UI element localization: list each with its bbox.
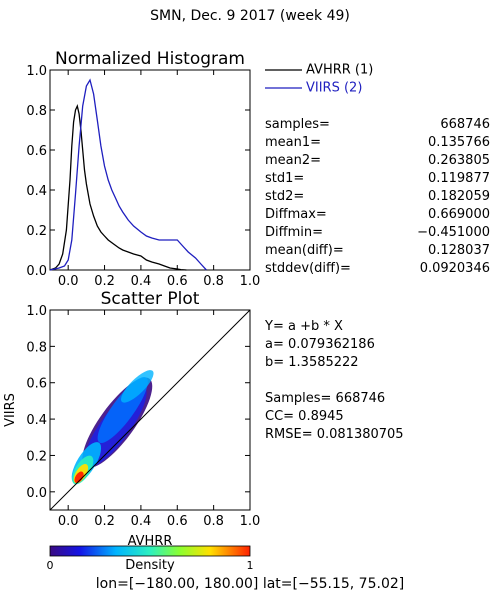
stats-block: samples= 668746 mean1= 0.135766 mean2= 0.2638…	[265, 117, 490, 276]
scatter-y-tick-label: 0.2	[26, 449, 47, 464]
stat-value: 0.119877	[428, 171, 490, 186]
stat-value: 0.263805	[428, 153, 490, 168]
regression-samples: Samples= 668746	[265, 391, 385, 406]
histogram-series-0	[49, 103, 187, 271]
histogram-y-tick-label: 0.4	[26, 184, 47, 199]
histogram-series-1	[49, 78, 207, 271]
stat-label: mean2=	[265, 153, 321, 168]
scatter-y-label: VIIRS	[3, 393, 18, 427]
regression-rmse: RMSE= 0.081380705	[265, 427, 404, 442]
regression-cc: CC= 0.8945	[265, 409, 344, 424]
histogram-lines	[49, 78, 207, 271]
histogram-x-tick-label: 1.0	[240, 274, 261, 289]
stat-value: −0.451000	[417, 225, 490, 240]
stat-label: Diffmin=	[265, 225, 323, 240]
page-title: SMN, Dec. 9 2017 (week 49)	[150, 8, 350, 24]
scatter-y-tick-label: 1.0	[26, 304, 47, 319]
histogram-panel: Normalized Histogram 0.0 0.2 0.4 0.6 0.8 1.00…	[26, 49, 260, 289]
stat-value: 0.182059	[428, 189, 490, 204]
scatter-x-tick-label: 0.8	[203, 514, 224, 529]
scatter-frame	[49, 309, 251, 511]
stat-label: stddev(diff)=	[265, 261, 351, 276]
stat-value: 0.135766	[428, 135, 490, 150]
stat-label: samples=	[265, 117, 330, 132]
regression-equation: Y= a +b * X	[264, 319, 343, 334]
scatter-x-tick-label: 0.6	[167, 514, 188, 529]
legend-label-avhrr: AVHRR (1)	[306, 63, 373, 78]
scatter-x-tick-label: 0.0	[58, 514, 79, 529]
histogram-y-tick-label: 1.0	[26, 64, 47, 79]
stat-value: 668746	[440, 117, 490, 132]
histogram-title: Normalized Histogram	[55, 49, 245, 69]
stat-label: mean1=	[265, 135, 321, 150]
stat-label: std1=	[265, 171, 304, 186]
scatter-title: Scatter Plot	[101, 289, 200, 309]
colorbar-min-label: 0	[47, 559, 54, 572]
colorbar-max-label: 1	[247, 559, 254, 572]
regression-block: Y= a +b * X a= 0.079362186 b= 1.3585222 …	[264, 319, 404, 442]
density-cloud	[71, 370, 154, 485]
scatter-x-tick-label: 0.2	[94, 514, 115, 529]
histogram-frame	[49, 69, 251, 271]
density-blob-3	[121, 370, 154, 403]
histogram-x-tick-label: 0.6	[167, 274, 188, 289]
scatter-y-tick-label: 0.8	[26, 340, 47, 355]
regression-a: a= 0.079362186	[265, 337, 375, 352]
histogram-y-tick-label: 0.8	[26, 104, 47, 119]
histogram-y-tick-label: 0.0	[26, 264, 47, 279]
histogram-x-tick-label: 0.8	[203, 274, 224, 289]
stat-label: mean(diff)=	[265, 243, 344, 258]
scatter-x-tick-label: 1.0	[240, 514, 261, 529]
stat-value: 0.669000	[428, 207, 490, 222]
legend: AVHRR (1) VIIRS (2)	[265, 63, 373, 96]
stat-label: std2=	[265, 189, 304, 204]
colorbar: 0 Density 1	[47, 545, 254, 573]
histogram-y-tick-label: 0.6	[26, 144, 47, 159]
colorbar-label: Density	[125, 558, 175, 573]
stat-value: 0.0920346	[420, 261, 490, 276]
scatter-y-tick-label: 0.6	[26, 377, 47, 392]
histogram-ticks: 0.0 0.2 0.4 0.6 0.8 1.0 0.0 0.2 0.4 0.6 0.8 1.0	[26, 64, 260, 289]
scatter-panel: Scatter Plot 0.0 0.2 0.4 0.6 0.8 1.0 0.0 0.2 0.4…	[3, 289, 260, 549]
legend-label-viirs: VIIRS (2)	[306, 81, 362, 96]
one-to-one-line	[50, 310, 250, 510]
regression-b: b= 1.3585222	[265, 355, 359, 370]
coverage-footer: lon=[−180.00, 180.00] lat=[−55.15, 75.02…	[96, 576, 404, 592]
scatter-ticks: 0.0 0.2 0.4 0.6 0.8 1.0 0.0 0.2 0.4 0.6 0.8 1.0	[26, 304, 260, 529]
histogram-y-tick-label: 0.2	[26, 224, 47, 239]
colorbar-gradient	[49, 545, 251, 557]
histogram-x-tick-label: 0.4	[131, 274, 152, 289]
stat-value: 0.128037	[428, 243, 490, 258]
stat-label: Diffmax=	[265, 207, 327, 222]
scatter-y-tick-label: 0.0	[26, 486, 47, 501]
scatter-y-tick-label: 0.4	[26, 413, 47, 428]
density-blob-7	[74, 471, 84, 484]
scatter-x-label: AVHRR	[128, 534, 173, 549]
histogram-x-tick-label: 0.0	[58, 274, 79, 289]
scatter-x-tick-label: 0.4	[131, 514, 152, 529]
histogram-x-tick-label: 0.2	[94, 274, 115, 289]
